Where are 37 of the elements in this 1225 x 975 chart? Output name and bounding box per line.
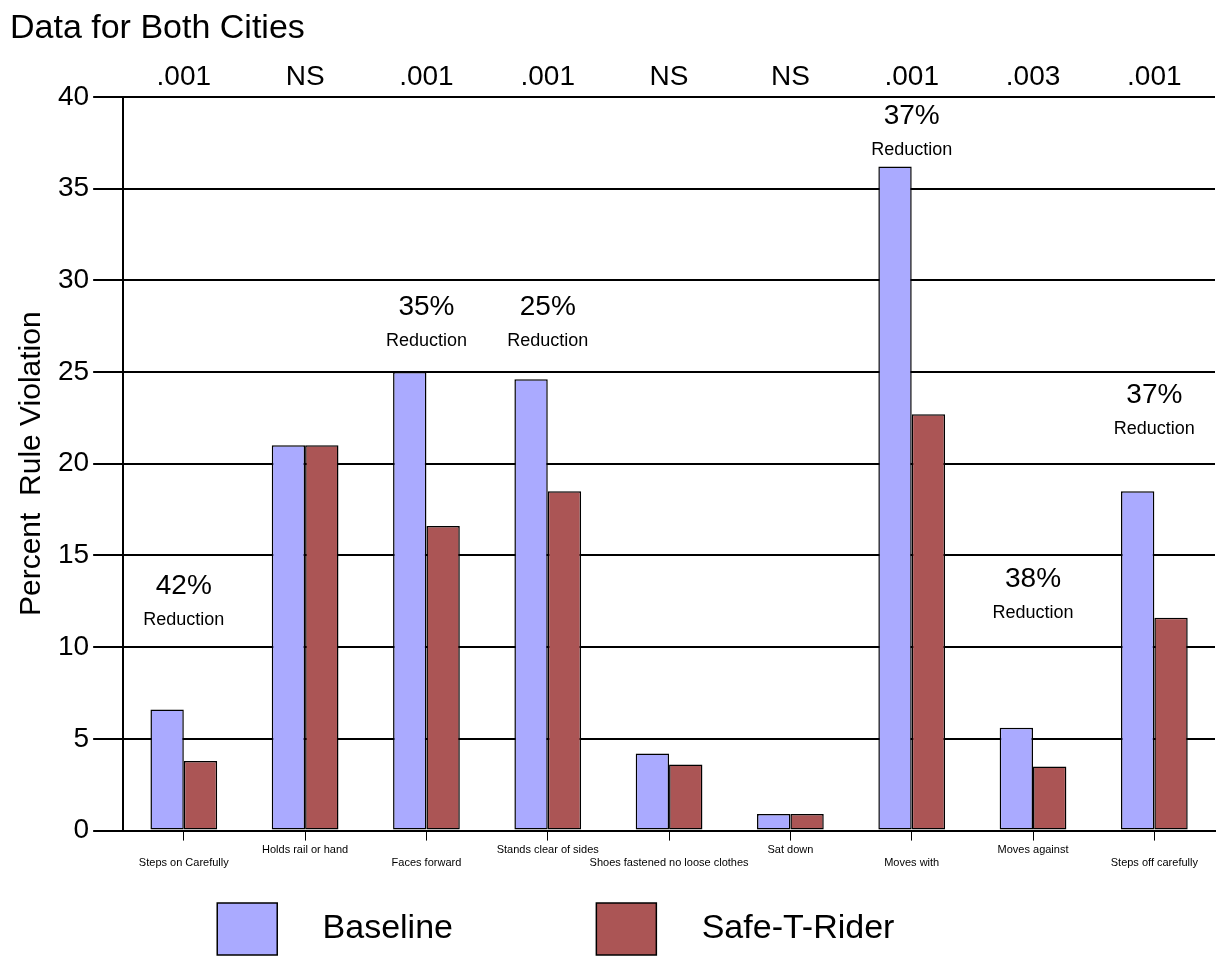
text: .001 xyxy=(399,59,454,91)
x-tick-label: Steps on Carefully xyxy=(138,856,230,869)
x-tick-label: Holds rail or hand xyxy=(262,843,349,856)
annotation: 37% Reduction xyxy=(871,99,953,160)
text: .001 xyxy=(520,59,576,91)
y-tick-label: 25 xyxy=(57,354,90,386)
text: NS xyxy=(285,59,325,91)
x-tick-label: Steps off carefully xyxy=(1110,856,1199,869)
x-tick-label: Faces forward xyxy=(391,856,462,869)
x-tick-label: Moves with xyxy=(884,856,940,869)
text: NS xyxy=(649,59,689,91)
annotation: 37% Reduction xyxy=(1113,378,1195,439)
annotation: 42% Reduction xyxy=(143,568,225,630)
text: .003 xyxy=(1005,59,1061,91)
annotation: 35% Reduction xyxy=(385,290,467,351)
chart-title: Data for Both Cities xyxy=(10,6,305,45)
y-tick-label: 20 xyxy=(57,446,90,478)
y-tick-label: 5 xyxy=(73,721,90,753)
legend-label: Baseline xyxy=(294,907,567,946)
x-tick-label: Sat down xyxy=(767,843,814,856)
y-tick-label: 15 xyxy=(57,538,90,570)
x-tick-label: Stands clear of sides xyxy=(496,843,600,856)
text: .001 xyxy=(156,59,212,91)
annotation: 25% Reduction xyxy=(507,290,589,351)
y-axis-title: Percent Rule Violation xyxy=(13,311,47,617)
legend-label: Safe-T-Rider xyxy=(673,907,1008,946)
text: .001 xyxy=(1127,59,1182,91)
text: .001 xyxy=(884,59,939,91)
y-tick-label: 35 xyxy=(57,171,90,203)
y-tick-label: 40 xyxy=(57,79,90,111)
x-tick-label: Shoes fastened no loose clothes xyxy=(589,856,750,869)
x-tick-label: Moves against xyxy=(997,843,1069,856)
y-tick-label: 30 xyxy=(57,262,90,294)
annotation: 38% Reduction xyxy=(992,561,1074,622)
y-tick-label: 10 xyxy=(57,629,90,661)
y-tick-label: 0 xyxy=(73,813,90,845)
text: NS xyxy=(770,59,810,91)
